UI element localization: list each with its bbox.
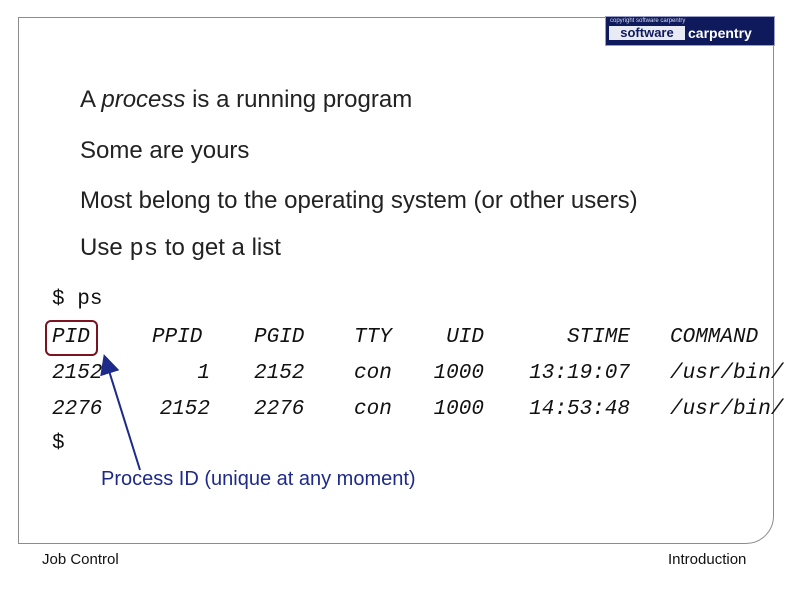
row-1-pgid: 2152 xyxy=(254,362,305,385)
row-2-pid: 2276 xyxy=(52,398,103,421)
header-ppid: PPID xyxy=(152,326,203,349)
prompt-symbol: $ xyxy=(52,288,65,311)
ps-command: ps xyxy=(77,288,103,311)
header-tty: TTY xyxy=(354,326,392,349)
header-stime: STIME xyxy=(566,326,630,349)
terminal-command-line: $ ps xyxy=(52,288,102,311)
row-2-ppid: 2152 xyxy=(159,398,210,421)
row-1-pid: 2152 xyxy=(52,362,103,385)
footer-right-label: Introduction xyxy=(668,551,747,568)
row-1-tty: con xyxy=(354,362,392,385)
row-2-stime: 14:53:48 xyxy=(529,398,630,421)
header-pid: PID xyxy=(52,326,90,349)
bullet-process-definition: A process is a running program xyxy=(80,86,412,114)
row-2-uid: 1000 xyxy=(433,398,484,421)
bullet-1-suffix: is a running program xyxy=(185,86,413,113)
pid-highlight-box xyxy=(45,320,98,356)
logo-tagline: copyright software carpentry xyxy=(610,18,686,24)
bullet-4-prefix: Use xyxy=(80,234,130,261)
row-1-stime: 13:19:07 xyxy=(529,362,630,385)
bullet-some-yours: Some are yours xyxy=(80,137,250,164)
bullet-1-prefix: A xyxy=(80,86,102,113)
row-2-command: /usr/bin/ xyxy=(670,398,784,421)
footer-left-label: Job Control xyxy=(42,551,119,568)
bullet-operating-system: Most belong to the operating system (or … xyxy=(80,187,638,214)
software-carpentry-logo: copyright software carpentry software ca… xyxy=(605,16,775,46)
row-2-pgid: 2276 xyxy=(254,398,305,421)
bullet-4-suffix: to get a list xyxy=(158,234,281,261)
row-2-tty: con xyxy=(354,398,392,421)
row-1-command: /usr/bin/ xyxy=(670,362,784,385)
row-1-ppid: 1 xyxy=(197,362,210,385)
header-pgid: PGID xyxy=(254,326,305,349)
arrow-line xyxy=(100,354,141,471)
row-1-uid: 1000 xyxy=(433,362,484,385)
logo-word-carpentry: carpentry xyxy=(688,25,752,41)
slide-frame xyxy=(18,17,774,544)
header-command: COMMAND xyxy=(670,326,759,349)
header-uid: UID xyxy=(446,326,484,349)
pid-callout: Process ID (unique at any moment) xyxy=(101,468,416,490)
logo-word-software: software xyxy=(609,26,685,40)
bullet-1-emphasis: process xyxy=(101,86,186,113)
bullet-use-ps: Use ps to get a list xyxy=(80,234,281,263)
ps-code: ps xyxy=(129,236,159,263)
terminal-final-prompt: $ xyxy=(52,432,65,455)
